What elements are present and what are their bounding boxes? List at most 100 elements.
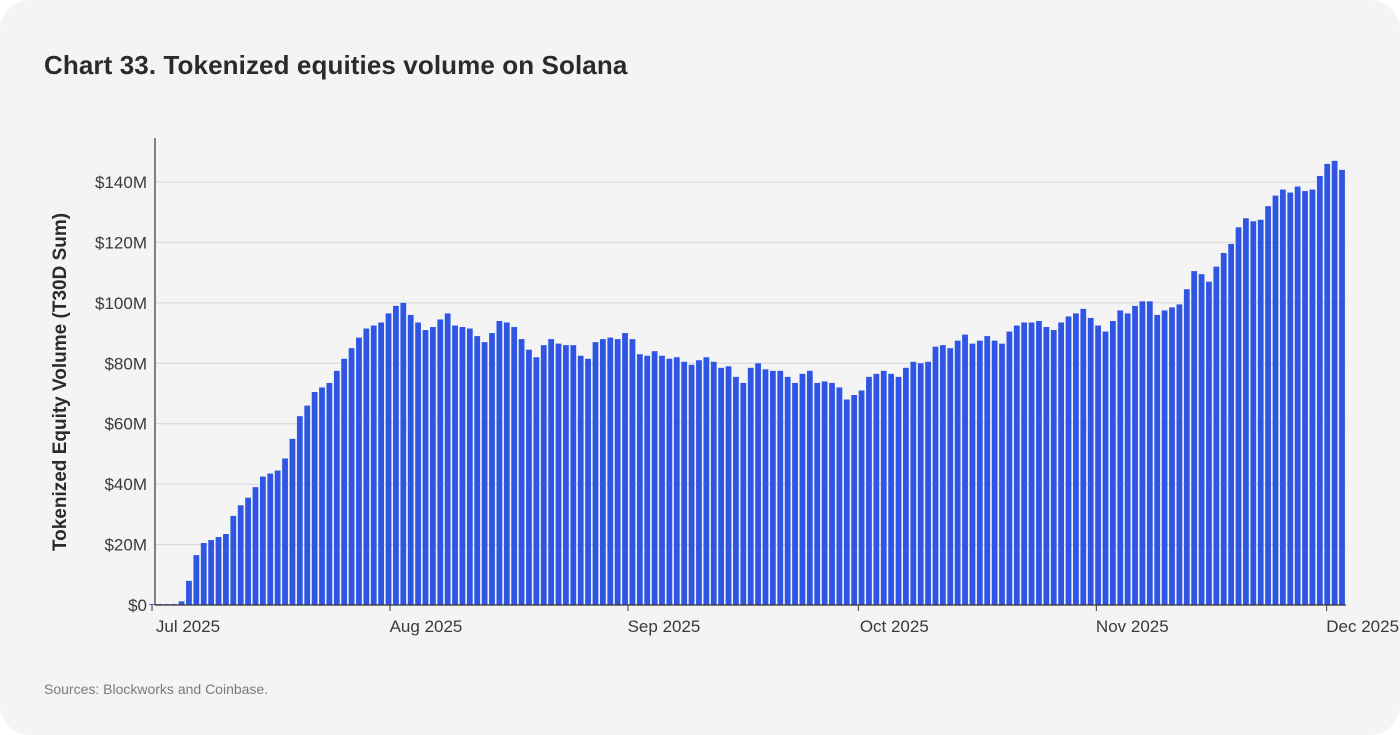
- bar: [747, 367, 754, 605]
- bar: [1021, 322, 1028, 605]
- bar: [200, 543, 207, 605]
- sources-note: Sources: Blockworks and Coinbase.: [44, 681, 269, 697]
- bar: [636, 354, 643, 605]
- bar: [999, 343, 1005, 605]
- bar: [1161, 310, 1168, 605]
- bar: [311, 391, 318, 605]
- bar: [792, 382, 798, 605]
- bar: [969, 343, 976, 605]
- bar: [1154, 314, 1161, 605]
- bar: [1279, 189, 1286, 606]
- bar: [400, 302, 407, 605]
- bar: [1294, 186, 1301, 605]
- bar: [415, 322, 421, 605]
- bar: [1257, 219, 1264, 605]
- bar: [1191, 271, 1198, 605]
- bars: [149, 160, 1345, 606]
- bar: [644, 355, 651, 605]
- bar: [614, 339, 621, 605]
- bar: [592, 342, 599, 605]
- bar: [873, 373, 880, 605]
- bar: [356, 337, 362, 605]
- bar: [1065, 316, 1072, 605]
- bar: [474, 336, 481, 605]
- bar: [585, 358, 591, 605]
- bar: [799, 373, 806, 605]
- bar: [1176, 304, 1183, 605]
- bar: [925, 361, 931, 605]
- bar: [1287, 192, 1294, 605]
- bar: [821, 381, 828, 605]
- bar: [1220, 253, 1227, 605]
- y-tick-label: $140M: [95, 173, 147, 192]
- bar: [888, 373, 895, 605]
- bar: [540, 345, 547, 605]
- bar: [326, 382, 333, 605]
- bar: [910, 361, 917, 605]
- bar: [733, 376, 739, 605]
- bar: [1243, 218, 1249, 605]
- bar: [555, 343, 562, 605]
- bar: [1028, 322, 1035, 605]
- bar: [1198, 274, 1205, 605]
- bar: [548, 339, 555, 605]
- y-tick-label: $60M: [104, 415, 147, 434]
- bar: [947, 348, 954, 605]
- x-tick-label: Dec 2025: [1326, 617, 1399, 636]
- bar: [666, 358, 673, 605]
- bar: [1102, 331, 1109, 605]
- bar: [193, 555, 200, 605]
- bar: [208, 540, 215, 605]
- y-axis-title: Tokenized Equity Volume (T30D Sum): [50, 213, 71, 551]
- bar: [444, 313, 451, 605]
- bar: [696, 360, 702, 605]
- bar: [407, 314, 414, 605]
- bar: [245, 497, 251, 605]
- bar: [348, 348, 355, 605]
- bar: [962, 334, 968, 605]
- bar: [489, 333, 495, 605]
- bar: [1058, 322, 1065, 605]
- bar: [577, 355, 584, 605]
- bar: [1013, 325, 1020, 605]
- bar: [1339, 169, 1345, 605]
- bar: [1117, 310, 1124, 605]
- y-tick-label: $80M: [104, 354, 147, 373]
- bar: [267, 473, 274, 605]
- bar: [607, 337, 614, 605]
- bar: [843, 399, 850, 605]
- bar: [659, 355, 665, 605]
- bar: [681, 361, 688, 605]
- bar: [1073, 313, 1079, 605]
- bar: [762, 369, 769, 605]
- bar: [673, 357, 680, 605]
- bar: [1331, 160, 1338, 605]
- bar: [1235, 227, 1242, 605]
- bar: [237, 505, 244, 605]
- y-tick-label: $40M: [104, 475, 147, 494]
- bar: [370, 325, 377, 605]
- bar: [814, 382, 821, 605]
- bar: [1302, 191, 1308, 605]
- bar: [422, 330, 429, 605]
- bar: [503, 322, 510, 605]
- bar: [836, 387, 843, 605]
- x-tick-label: Nov 2025: [1096, 617, 1169, 636]
- bar: [725, 366, 732, 605]
- bar: [1124, 313, 1131, 605]
- bar: [259, 476, 266, 605]
- y-tick-label: $0: [128, 596, 147, 615]
- x-tick-labels: Jul 2025 Aug 2025 Sep 2025 Oct 2025 Nov 2025…: [151, 605, 1399, 636]
- bar: [1183, 289, 1190, 605]
- bar: [296, 416, 303, 605]
- bar: [710, 361, 717, 605]
- bar: [274, 470, 281, 605]
- bar: [378, 322, 385, 605]
- bar: [976, 340, 983, 606]
- bar: [186, 580, 192, 605]
- bar: [466, 328, 473, 605]
- bar: [718, 367, 725, 605]
- bar: [289, 438, 296, 605]
- bar: [341, 358, 348, 605]
